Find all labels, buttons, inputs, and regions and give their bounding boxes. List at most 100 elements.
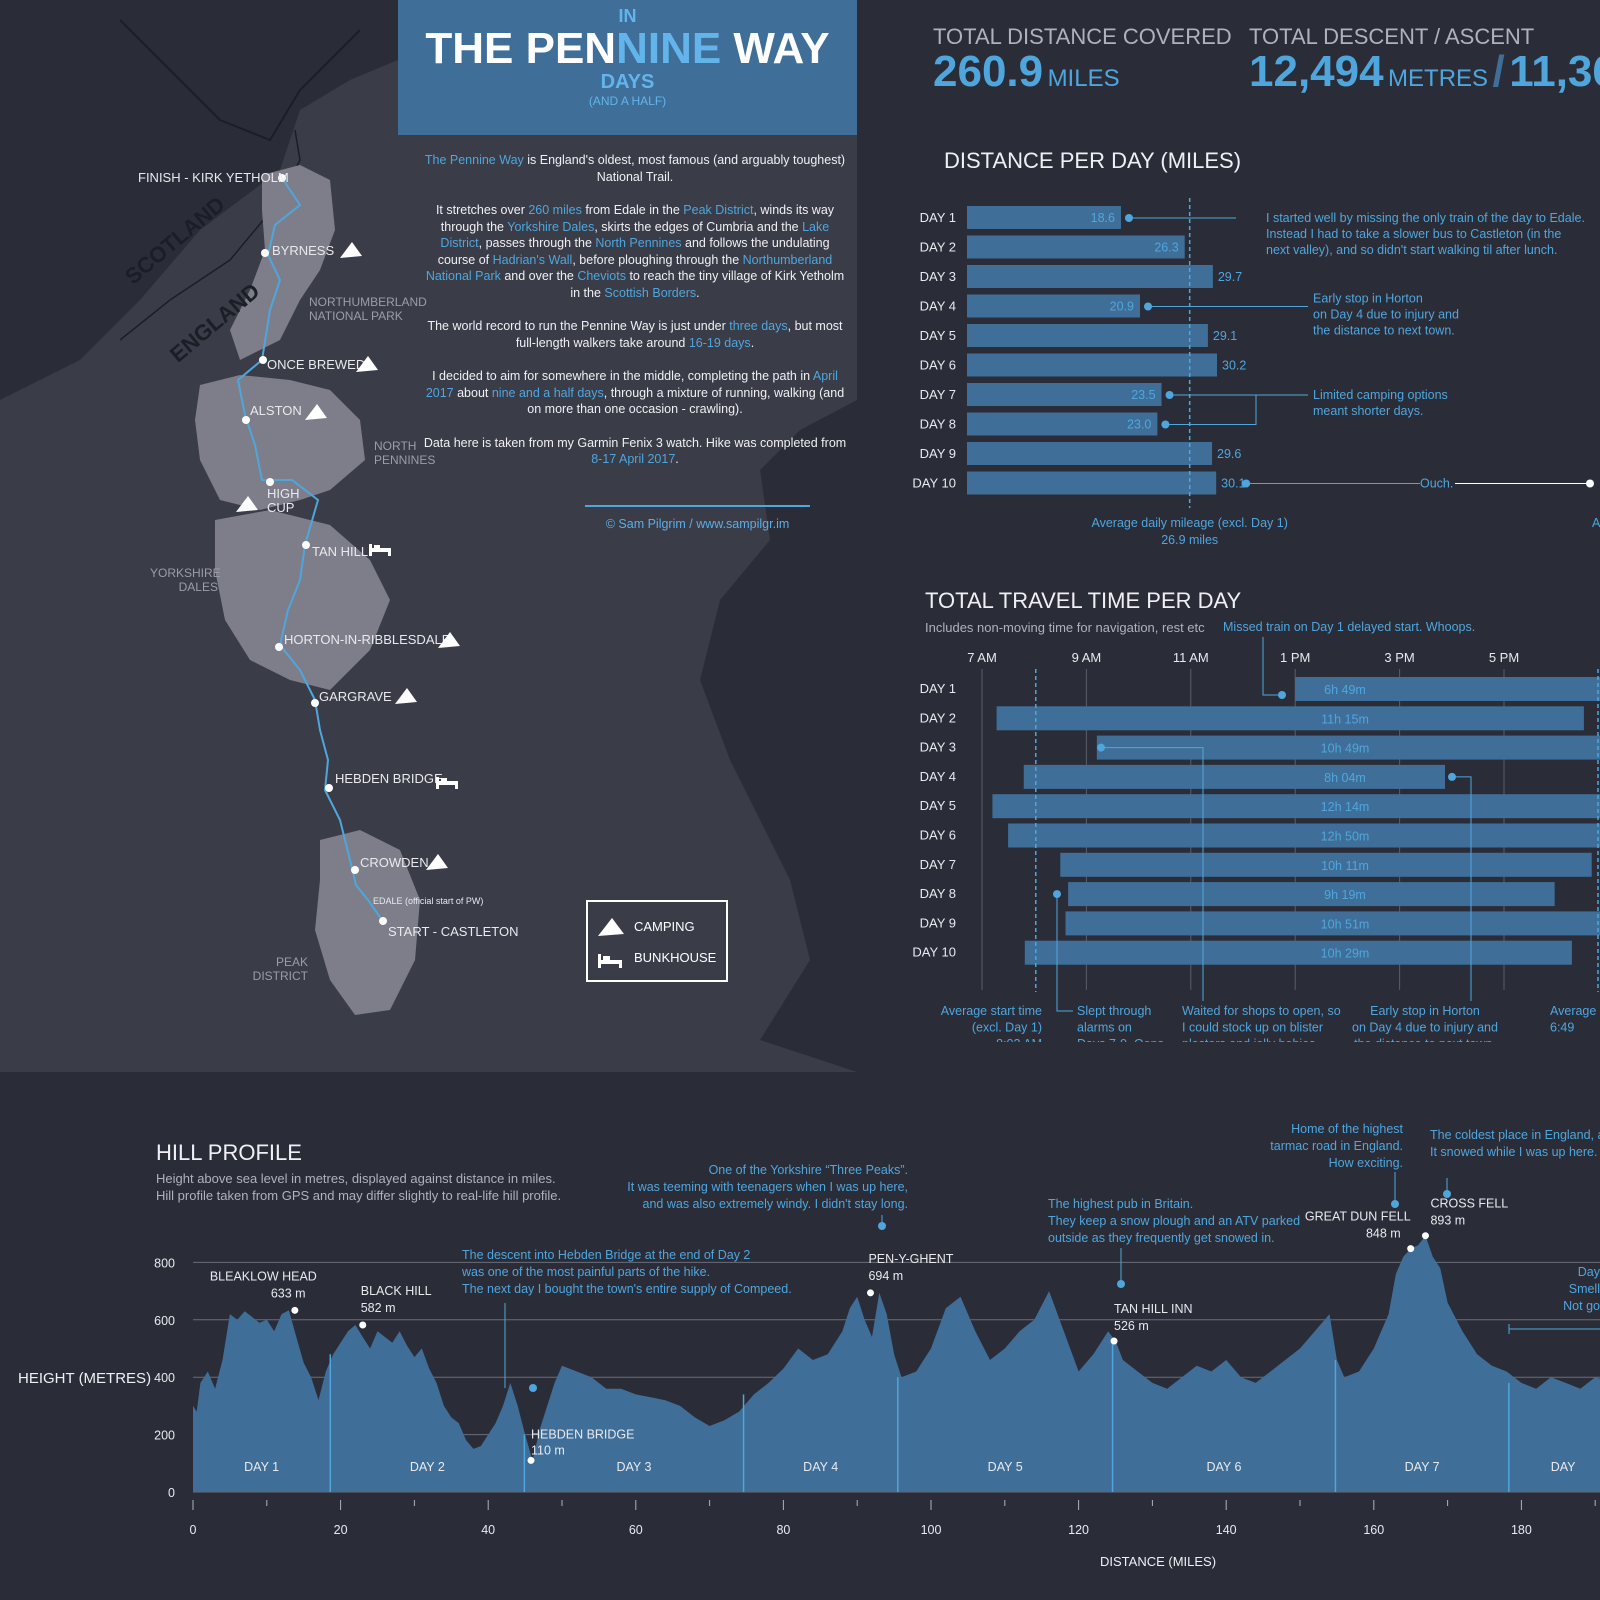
body-text: , but most full-length walkers take arou… [515, 319, 843, 350]
title-days: DAYS [600, 71, 655, 93]
point-crowden [351, 866, 359, 874]
border-line [119, 129, 301, 341]
body-text: . [750, 335, 755, 350]
bottom-note: Early stop in Horton [1370, 1004, 1480, 1018]
day-label: DAY 2 [410, 1460, 445, 1474]
stat-slash: / [1492, 47, 1505, 96]
distance-bar [967, 294, 1141, 318]
sea-area [0, 0, 398, 400]
day-label: DAY 2 [920, 710, 956, 725]
sea-east [700, 400, 857, 1072]
place-tan-hill: TAN HILL [312, 544, 369, 559]
annotation-text: meant shorter days. [1313, 404, 1423, 418]
day-label: DAY 7 [920, 857, 956, 872]
highlight-text: Peak District [683, 203, 754, 217]
point-once-brewed [259, 356, 267, 364]
distance-chart-title: DISTANCE PER DAY (MILES) [944, 148, 1242, 173]
time-tick-label: 7 AM [967, 650, 997, 665]
time-chart-title: TOTAL TRAVEL TIME PER DAY [925, 588, 1242, 613]
annotation-dot [1443, 1190, 1451, 1198]
hill-y-tick: 800 [154, 1256, 175, 1270]
highlight-text: 16-19 days [688, 335, 751, 350]
annotation-dot [1117, 1280, 1125, 1288]
distance-bar [967, 324, 1208, 347]
distance-bar [967, 265, 1213, 288]
hill-x-tick: 120 [1068, 1523, 1089, 1537]
day-label: DAY 4 [920, 299, 956, 314]
body-text: , through a mixture of running, walking … [527, 385, 845, 417]
highlight-text: Cheviots [577, 269, 626, 283]
stat-ascent-value: 11,36 [1509, 47, 1600, 96]
map-legend: CAMPING BUNKHOUSE [586, 900, 728, 982]
body-text: It stretches over [435, 203, 529, 217]
bottom-note: plasters and jelly babies. [1182, 1037, 1319, 1042]
highlight-text: Lake District [440, 219, 830, 251]
distance-chart: DAY 1 18.6 DAY 2 26.3 DAY 3 29.7 DAY 4 20.9 DAY … [912, 198, 1600, 547]
highlight-text: Yorkshire Dales [507, 219, 595, 234]
place-kirk-yetholm: FINISH - KIRK YETHOLM [138, 170, 289, 185]
day-label: DAY 5 [920, 798, 956, 813]
peak-height: 848 m [1366, 1227, 1401, 1241]
duration-label: 9h 19m [1324, 888, 1366, 902]
time-tick-label: 11 AM [1173, 650, 1209, 665]
hill-y-tick: 0 [168, 1486, 175, 1500]
peak-name: BLACK HILL [361, 1284, 432, 1298]
highlight-text: North Pennines [595, 236, 682, 250]
annotation-dot [1144, 302, 1153, 311]
hill-area [193, 1235, 1600, 1492]
peak-name: BLEAKLOW HEAD [210, 1269, 317, 1283]
peak-height: 526 m [1114, 1319, 1149, 1333]
value-label: 29.1 [1213, 329, 1237, 343]
point-castleton [379, 917, 387, 925]
duration-label: 10h 51m [1321, 917, 1370, 931]
distance-bar [967, 412, 1158, 436]
time-bar [1295, 677, 1600, 701]
annotation-text: the distance to next town. [1313, 324, 1455, 338]
hill-note: Not go [1563, 1299, 1600, 1313]
label-park-peak-district: PEAK DISTRICT [252, 955, 308, 983]
highlight-text: nine and a half days [491, 385, 604, 400]
bottom-note: 6:49 [1550, 1021, 1574, 1035]
annotation-text: Early stop in Horton [1313, 292, 1423, 306]
time-tick-label: 5 PM [1489, 650, 1519, 665]
place-edale: EDALE (official start of PW) [373, 896, 484, 906]
body-text: . [675, 452, 679, 466]
highlight-text: April 2017 [425, 369, 838, 400]
hill-note: Smell [1569, 1282, 1600, 1296]
bottom-note: 8:02 AM [996, 1037, 1042, 1042]
label-park-yorkshire-dales: YORKSHIRE DALES [150, 566, 221, 594]
hill-chart-subtitle-1: Height above sea level in metres, displa… [156, 1171, 556, 1186]
value-label: 20.9 [1110, 300, 1134, 314]
route-map [0, 0, 857, 1072]
day-label: DAY 5 [920, 328, 956, 343]
duration-label: 10h 49m [1321, 742, 1370, 756]
peak-name: PEN-Y-GHENT [868, 1252, 953, 1266]
day-label: DAY 6 [1206, 1460, 1241, 1474]
coastline [119, 19, 361, 142]
bottom-note: Slept through [1077, 1004, 1151, 1018]
point-high-cup [266, 478, 274, 486]
stat-elevation-unit: METRES [1388, 65, 1489, 92]
annotation-dot [1278, 691, 1286, 699]
intro-p2: It stretches over 260 miles from Edale i… [420, 202, 850, 301]
bottom-note: I could stock up on blister [1182, 1021, 1323, 1035]
hill-note: outside as they frequently get snowed in… [1048, 1231, 1275, 1245]
hill-note: The coldest place in England, a [1430, 1128, 1600, 1142]
time-bar [1008, 823, 1600, 848]
highlight-text: Scottish Borders [604, 285, 697, 300]
hill-x-tick: 60 [629, 1523, 643, 1537]
annotation-text: I started well by missing the only train… [1266, 211, 1585, 225]
duration-label: 12h 50m [1321, 830, 1370, 844]
legend-icons [598, 918, 624, 968]
day-label: DAY 7 [1405, 1460, 1440, 1474]
label-park-northumberland: NORTHUMBERLAND NATIONAL PARK [309, 295, 427, 323]
bottom-note: the distance to next town. [1354, 1037, 1496, 1042]
day-label: DAY 4 [803, 1460, 838, 1474]
hill-chart-title: HILL PROFILE [156, 1140, 302, 1165]
hill-note: The descent into Hebden Bridge at the en… [462, 1248, 750, 1262]
body-text: . [696, 285, 700, 300]
day-label: DAY 3 [920, 269, 956, 284]
body-text: and follows the undulating course of [437, 236, 830, 267]
hill-note: The next day I bought the town's entire … [462, 1282, 792, 1296]
